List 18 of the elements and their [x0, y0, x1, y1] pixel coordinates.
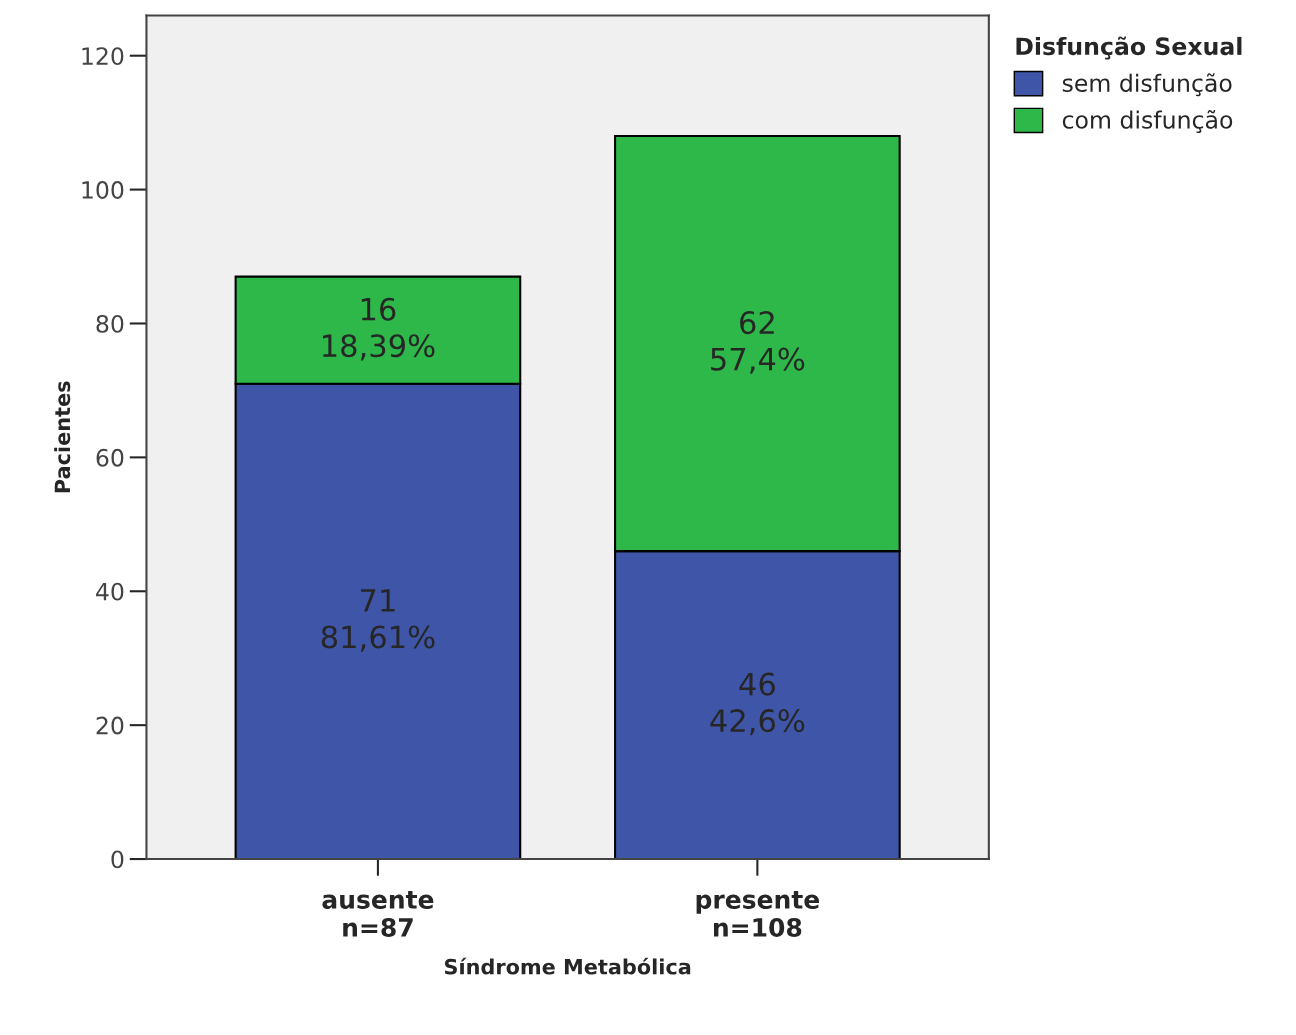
x-axis-title: Síndrome Metabólica [444, 957, 691, 975]
x-tick-label: presente n=108 [696, 891, 820, 937]
legend-label: com disfunção [1062, 110, 1233, 133]
y-tick-label: 120 [82, 47, 124, 65]
y-tick-label: 60 [96, 448, 124, 467]
y-tick-label: 20 [96, 716, 124, 735]
y-axis-title: Pacientes [54, 381, 71, 493]
y-tick-label: 100 [82, 181, 124, 199]
y-tick-label: 80 [96, 314, 124, 333]
data-label: 46 42,6% [710, 672, 805, 736]
y-tick-label: 40 [96, 582, 124, 601]
data-label: 62 57,4% [711, 311, 805, 374]
data-label: 71 81,61% [321, 589, 435, 652]
legend-title: Disfunção Sexual [1016, 36, 1242, 60]
data-label: 16 18,39% [323, 297, 435, 361]
y-tick-label: 0 [111, 850, 124, 869]
legend-label: sem disfunção [1062, 73, 1232, 97]
x-tick-label: ausente n=87 [322, 891, 434, 937]
